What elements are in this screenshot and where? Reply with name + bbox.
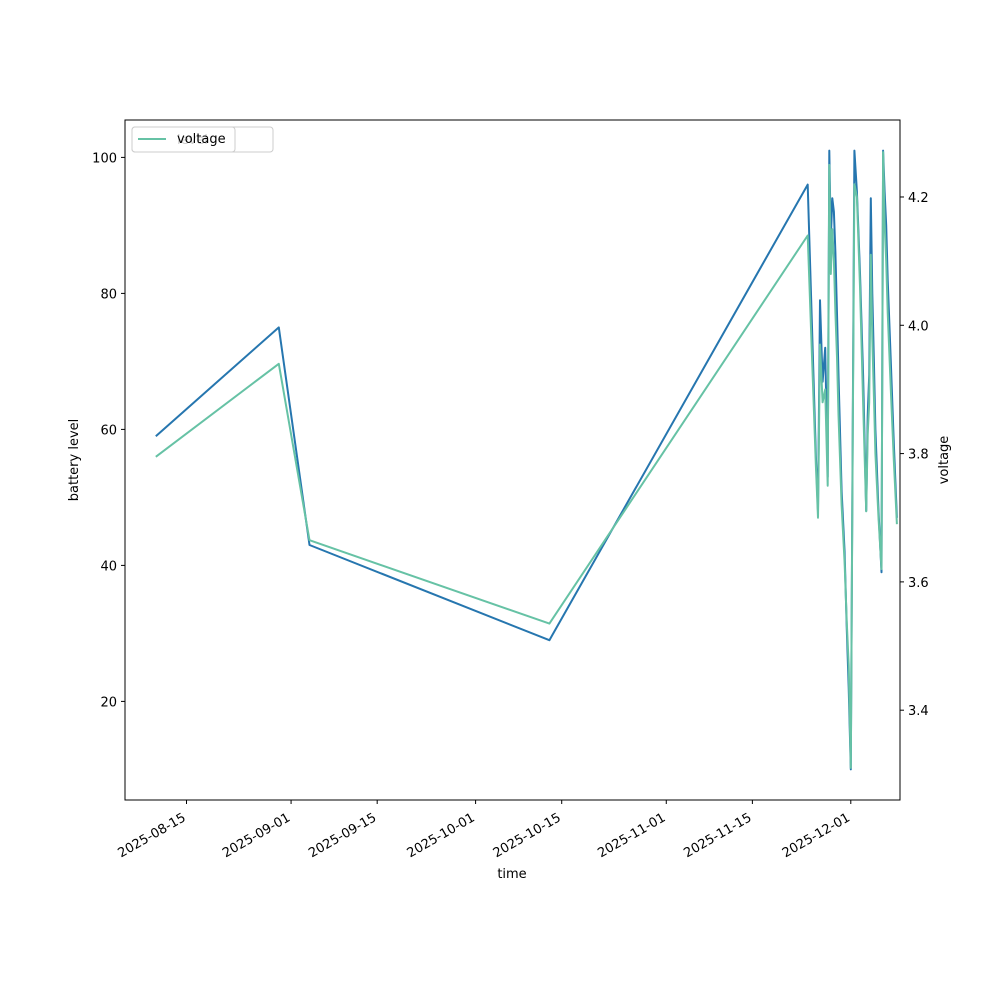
y-right-tick-label: 4.2 [908,191,929,206]
y-left-tick-label: 60 [100,423,117,438]
y-right-tick-label: 3.6 [908,576,929,591]
y-left-tick-label: 20 [100,695,117,710]
y-axis-left: 20 40 60 80 100 [92,151,125,710]
y-axis-left-label: battery level [67,419,82,502]
legend-voltage-box [131,126,236,153]
y-left-tick-label: 80 [100,287,117,302]
y-left-tick-label: 100 [92,151,117,166]
y-right-tick-label: 3.4 [908,704,929,719]
legend-voltage-label: voltage [177,132,226,147]
x-axis-label: time [497,867,526,882]
y-axis-right: 3.4 3.6 3.8 4.0 4.2 [900,191,929,719]
plot-frame [124,119,901,801]
y-right-tick-label: 3.8 [908,448,929,463]
series-line-voltage [155,151,898,769]
legend-voltage: voltage [131,126,236,153]
y-left-tick-label: 40 [100,559,117,574]
series-layer [155,149,898,771]
y-right-tick-label: 4.0 [908,319,929,334]
y-axis-right-label: voltage [937,436,952,485]
